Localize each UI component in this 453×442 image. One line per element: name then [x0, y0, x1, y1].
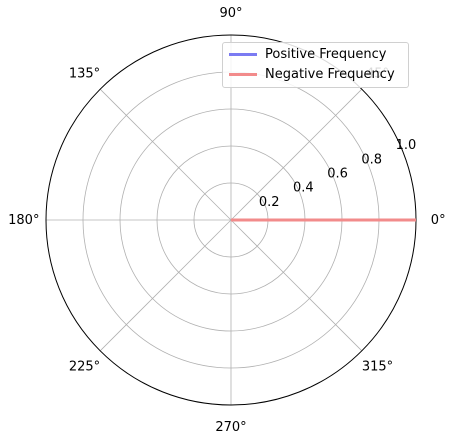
angle-tick-label-0: 0° [431, 213, 446, 228]
radial-tick-label-1: 0.4 [293, 181, 314, 196]
label-layer: 0°45°90°135°180°225°270°315°0.20.40.60.8… [8, 6, 445, 435]
angle-grid-line-3 [99, 88, 232, 221]
radial-tick-label-2: 0.6 [327, 167, 348, 182]
angle-tick-label-4: 180° [8, 213, 39, 228]
legend-swatch-positive [229, 53, 257, 56]
angle-grid-line-7 [230, 219, 363, 352]
radial-tick-label-4: 1.0 [396, 138, 417, 153]
legend-swatch-negative [229, 73, 257, 76]
radial-tick-label-3: 0.8 [361, 152, 382, 167]
legend-label-negative: Negative Frequency [265, 67, 395, 82]
angle-grid-line-1 [230, 88, 363, 221]
angle-tick-label-5: 225° [69, 360, 100, 375]
legend-entry-negative: Negative Frequency [229, 67, 395, 82]
legend-entry-positive: Positive Frequency [229, 47, 386, 62]
legend-label-positive: Positive Frequency [265, 47, 387, 62]
radial-tick-label-0: 0.2 [259, 195, 280, 210]
angle-tick-label-2: 90° [219, 6, 242, 21]
angle-tick-label-6: 270° [215, 420, 246, 435]
angle-grid-line-5 [99, 219, 232, 352]
angle-tick-label-3: 135° [69, 66, 100, 81]
angle-tick-label-7: 315° [362, 360, 393, 375]
legend: Positive Frequency Negative Frequency [222, 42, 409, 88]
